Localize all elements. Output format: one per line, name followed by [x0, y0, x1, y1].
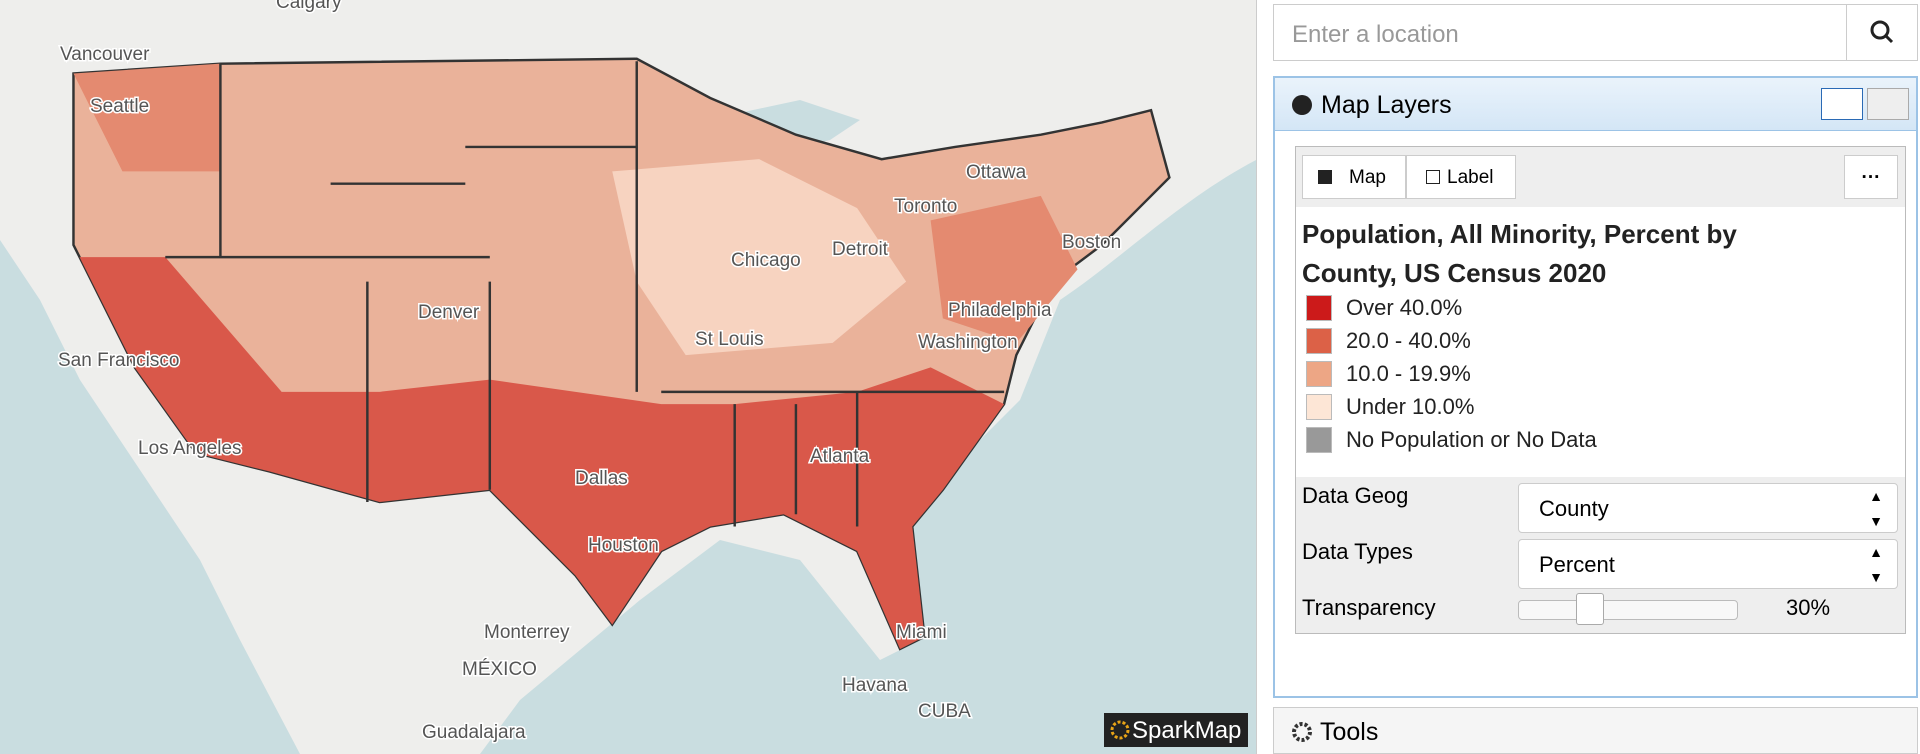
select[interactable]: Percent ▲ ▼: [1518, 539, 1898, 589]
search-button[interactable]: [1846, 5, 1917, 60]
legend-swatch: [1306, 328, 1332, 354]
map-label: Vancouver: [60, 44, 150, 65]
checkbox-checked[interactable]: [1318, 170, 1332, 184]
map-layers-panel: Map Layers Map Label ··· Population, All…: [1273, 76, 1918, 698]
map-label: Calgary: [276, 0, 342, 13]
layer-box: Map Label ··· Population, All Minority, …: [1295, 146, 1906, 634]
select-arrows[interactable]: ▲ ▼: [1869, 544, 1883, 585]
gear-icon: [1292, 722, 1312, 742]
map-label: Los Angeles: [138, 438, 242, 459]
map[interactable]: Calgary Vancouver Seattle Ottawa Toronto…: [0, 0, 1256, 754]
map-label: St Louis: [695, 329, 764, 350]
map-label: Philadelphia: [948, 300, 1052, 321]
legend-swatch: [1306, 427, 1332, 453]
us-counties: [72, 57, 1171, 651]
map-label: Miami: [896, 622, 947, 643]
legend-label: No Population or No Data: [1346, 427, 1597, 452]
legend-swatch: [1306, 295, 1332, 321]
map-label: CUBA: [918, 701, 971, 722]
select-arrows[interactable]: ▲ ▼: [1869, 488, 1883, 529]
map-label: Denver: [418, 302, 480, 323]
layer-title: Population, All Minority, Percent by Cou…: [1302, 219, 1737, 288]
legend-label: Over 40.0%: [1346, 295, 1463, 320]
setting-label: Data Types: [1302, 539, 1413, 564]
search-icon: [1870, 20, 1894, 44]
map-label: Houston: [588, 535, 659, 556]
label-tab[interactable]: Label: [1406, 155, 1516, 199]
logo: [1110, 720, 1130, 740]
map-label: Ottawa: [966, 162, 1027, 183]
search-placeholder[interactable]: Enter a location: [1292, 21, 1459, 48]
map-label: San Francisco: [58, 350, 179, 371]
map-label: Washington: [918, 332, 1018, 353]
map-label: Havana: [842, 675, 908, 696]
map-canvas[interactable]: Calgary Vancouver Seattle Ottawa Toronto…: [0, 0, 1256, 754]
view-toggle[interactable]: [1867, 88, 1909, 120]
settings: Data Geog County ▲ ▼ Data Types Percent ▲ ▼ Tra…: [1296, 477, 1905, 633]
map-label: Chicago: [731, 250, 801, 271]
legend-label: 20.0 - 40.0%: [1346, 328, 1471, 353]
legend-label: Under 10.0%: [1346, 394, 1475, 419]
setting-label: Data Geog: [1302, 483, 1409, 508]
select[interactable]: County ▲ ▼: [1518, 483, 1898, 533]
panel-title: Map Layers: [1321, 91, 1452, 119]
map-label: Boston: [1062, 232, 1121, 253]
map-label: Monterrey: [484, 622, 570, 643]
globe-icon: [1292, 95, 1312, 115]
search-box[interactable]: Enter a location: [1273, 4, 1918, 61]
attribution[interactable]: SparkMap: [1132, 717, 1241, 744]
more-button[interactable]: ···: [1844, 155, 1898, 199]
splitter[interactable]: [1256, 0, 1274, 754]
view-toggle[interactable]: [1821, 88, 1863, 120]
map-label: Guadalajara: [422, 722, 526, 743]
slider-thumb[interactable]: [1576, 593, 1604, 625]
legend-label: 10.0 - 19.9%: [1346, 361, 1471, 386]
legend-swatch: [1306, 394, 1332, 420]
tab-label[interactable]: Label: [1447, 167, 1494, 188]
map-label: Dallas: [575, 468, 628, 489]
tools-panel[interactable]: Tools: [1273, 707, 1918, 754]
map-label: Seattle: [90, 96, 149, 117]
map-label: MÉXICO: [462, 659, 537, 680]
slider-track[interactable]: [1518, 600, 1738, 620]
setting-label: Transparency: [1302, 595, 1436, 620]
tab-label[interactable]: Map: [1349, 167, 1386, 188]
panel-header[interactable]: Map Layers: [1275, 78, 1916, 131]
map-label: Detroit: [832, 239, 889, 260]
checkbox[interactable]: [1426, 170, 1440, 184]
tools-title[interactable]: Tools: [1320, 718, 1379, 746]
map-label: Toronto: [894, 196, 957, 217]
legend-swatch: [1306, 361, 1332, 387]
map-label: Atlanta: [810, 446, 870, 467]
transparency-value: 30%: [1786, 595, 1831, 620]
